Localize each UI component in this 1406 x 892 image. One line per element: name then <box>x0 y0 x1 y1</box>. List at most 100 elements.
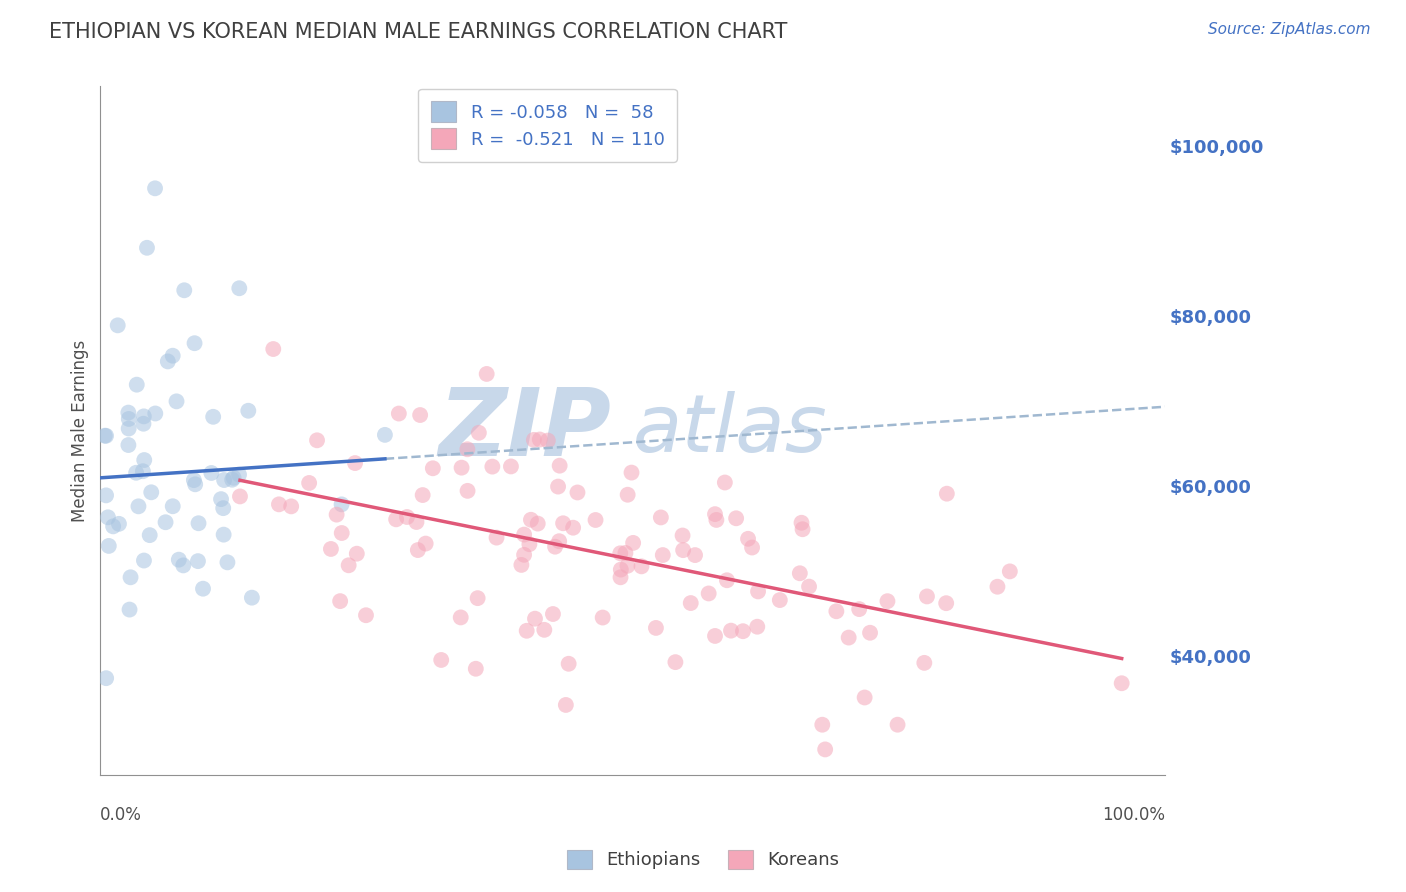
Point <box>510 558 533 572</box>
Point <box>720 624 742 638</box>
Point <box>143 181 166 195</box>
Point <box>415 536 437 550</box>
Point <box>155 515 177 529</box>
Point <box>138 528 160 542</box>
Point <box>184 477 207 491</box>
Y-axis label: Median Male Earnings: Median Male Earnings <box>72 339 89 522</box>
Point <box>741 541 763 555</box>
Point <box>330 526 353 541</box>
Point <box>298 475 321 490</box>
Point <box>797 580 820 594</box>
Point <box>789 566 811 581</box>
Text: 0.0%: 0.0% <box>100 805 142 823</box>
Point <box>346 547 368 561</box>
Point <box>544 540 567 554</box>
Point <box>704 629 727 643</box>
Point <box>228 281 250 295</box>
Point <box>876 594 898 608</box>
Point <box>97 539 120 553</box>
Point <box>162 349 184 363</box>
Point <box>915 590 938 604</box>
Point <box>697 586 720 600</box>
Point <box>548 458 571 473</box>
Point <box>468 425 491 440</box>
Point <box>714 475 737 490</box>
Point <box>998 565 1021 579</box>
Point <box>117 406 139 420</box>
Point <box>172 558 194 573</box>
Point <box>620 466 643 480</box>
Point <box>523 433 546 447</box>
Point <box>481 459 503 474</box>
Point <box>136 241 159 255</box>
Point <box>406 543 429 558</box>
Point <box>513 548 536 562</box>
Point <box>143 407 166 421</box>
Point <box>737 532 759 546</box>
Point <box>156 354 179 368</box>
Point <box>240 591 263 605</box>
Point <box>672 543 695 558</box>
Point <box>132 464 155 478</box>
Point <box>912 656 935 670</box>
Point <box>475 367 498 381</box>
Point <box>683 548 706 562</box>
Point <box>173 283 195 297</box>
Point <box>94 429 117 443</box>
Point <box>108 516 131 531</box>
Point <box>485 531 508 545</box>
Point <box>562 521 585 535</box>
Point <box>706 513 728 527</box>
Point <box>499 459 522 474</box>
Point <box>354 608 377 623</box>
Point <box>671 528 693 542</box>
Point <box>524 612 547 626</box>
Point <box>166 394 188 409</box>
Point <box>792 522 814 536</box>
Point <box>464 662 486 676</box>
Point <box>747 584 769 599</box>
Point <box>395 510 418 524</box>
Point <box>585 513 607 527</box>
Point <box>94 488 117 502</box>
Point <box>935 486 957 500</box>
Point <box>325 508 347 522</box>
Point <box>935 596 957 610</box>
Point <box>450 460 472 475</box>
Point <box>191 582 214 596</box>
Point <box>125 466 148 480</box>
Point <box>187 554 209 568</box>
Point <box>859 625 882 640</box>
Point <box>986 580 1008 594</box>
Point <box>541 607 564 621</box>
Point <box>221 473 243 487</box>
Point <box>886 717 908 731</box>
Point <box>187 516 209 531</box>
Point <box>1111 676 1133 690</box>
Point <box>228 467 250 482</box>
Point <box>212 473 235 487</box>
Point <box>450 610 472 624</box>
Point <box>529 433 551 447</box>
Point <box>409 408 432 422</box>
Point <box>132 409 155 424</box>
Point <box>412 488 434 502</box>
Point <box>725 511 748 525</box>
Point <box>554 698 576 712</box>
Point <box>838 631 860 645</box>
Point <box>616 558 638 573</box>
Point <box>132 417 155 431</box>
Point <box>516 624 538 638</box>
Point <box>610 563 633 577</box>
Text: 100.0%: 100.0% <box>1102 805 1166 823</box>
Point <box>526 516 548 531</box>
Point <box>120 570 142 584</box>
Point <box>513 527 536 541</box>
Point <box>645 621 668 635</box>
Point <box>118 602 141 616</box>
Point <box>825 604 848 618</box>
Point <box>388 407 411 421</box>
Point <box>97 510 120 524</box>
Point <box>200 466 222 480</box>
Point <box>125 789 148 803</box>
